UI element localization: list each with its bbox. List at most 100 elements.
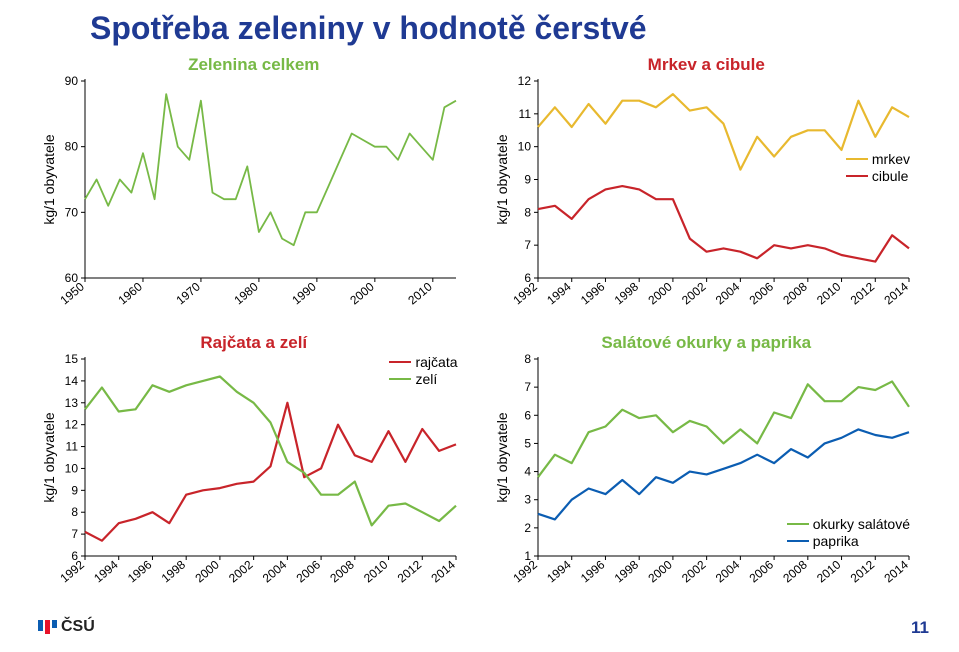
legend-swatch-icon	[389, 378, 411, 380]
svg-text:2010: 2010	[361, 557, 391, 585]
legend-label: cibule	[872, 168, 909, 184]
svg-text:2006: 2006	[746, 279, 776, 307]
chart-svg: 1234567819921994199619982000200220042006…	[493, 333, 921, 596]
svg-text:2010: 2010	[405, 279, 435, 307]
legend-swatch-icon	[846, 175, 868, 177]
footer-logo: ČSÚ	[38, 618, 95, 636]
legend-label: mrkev	[872, 151, 910, 167]
svg-text:9: 9	[524, 173, 531, 187]
svg-text:6: 6	[524, 408, 531, 422]
chart-title: Rajčata a zelí	[200, 333, 307, 353]
svg-text:4: 4	[524, 464, 531, 478]
svg-text:10: 10	[65, 461, 79, 475]
chart-svg: 6789101112199219941996199820002002200420…	[493, 55, 921, 318]
svg-text:90: 90	[65, 74, 79, 88]
svg-text:2006: 2006	[294, 557, 324, 585]
svg-text:8: 8	[524, 205, 531, 219]
svg-text:11: 11	[518, 107, 531, 121]
svg-text:1994: 1994	[544, 557, 574, 585]
svg-text:2002: 2002	[679, 557, 709, 585]
svg-text:2012: 2012	[395, 557, 425, 585]
svg-text:1996: 1996	[577, 557, 607, 585]
svg-text:3: 3	[524, 492, 531, 506]
svg-text:1996: 1996	[125, 557, 155, 585]
legend-swatch-icon	[846, 158, 868, 160]
svg-text:2004: 2004	[712, 557, 742, 585]
svg-text:1950: 1950	[57, 279, 87, 307]
svg-text:1998: 1998	[611, 557, 641, 585]
svg-text:kg/1 obyvatele: kg/1 obyvatele	[41, 134, 57, 224]
logo-bars-icon	[38, 620, 57, 634]
svg-text:2014: 2014	[881, 557, 911, 585]
chart-grid: 607080901950196019701980199020002010kg/1…	[40, 55, 920, 595]
legend-swatch-icon	[389, 361, 411, 363]
chart-title: Zelenina celkem	[188, 55, 319, 75]
footer-logo-text: ČSÚ	[61, 618, 95, 636]
legend-label: rajčata	[415, 354, 457, 370]
svg-text:2004: 2004	[260, 557, 290, 585]
chart-svg: 607080901950196019701980199020002010kg/1…	[40, 55, 468, 318]
svg-text:1998: 1998	[611, 279, 641, 307]
svg-text:10: 10	[517, 140, 531, 154]
svg-text:kg/1 obyvatele: kg/1 obyvatele	[494, 412, 510, 502]
svg-text:2006: 2006	[746, 557, 776, 585]
svg-text:70: 70	[65, 205, 79, 219]
svg-text:7: 7	[71, 527, 78, 541]
svg-text:kg/1 obyvatele: kg/1 obyvatele	[494, 134, 510, 224]
svg-text:8: 8	[524, 352, 531, 366]
svg-text:1998: 1998	[159, 557, 189, 585]
svg-text:2014: 2014	[428, 557, 458, 585]
svg-text:2012: 2012	[847, 279, 877, 307]
svg-text:2008: 2008	[780, 279, 810, 307]
svg-text:2010: 2010	[814, 279, 844, 307]
series-zelenina	[85, 94, 456, 245]
svg-text:1992: 1992	[57, 557, 87, 585]
svg-text:5: 5	[524, 436, 531, 450]
chart-title: Mrkev a cibule	[648, 55, 765, 75]
svg-text:12: 12	[517, 74, 531, 88]
svg-text:1996: 1996	[577, 279, 607, 307]
svg-text:2000: 2000	[192, 557, 222, 585]
legend-item: zelí	[389, 371, 457, 387]
chart-okurky-paprika: 1234567819921994199619982000200220042006…	[493, 333, 921, 596]
legend-swatch-icon	[787, 523, 809, 525]
series-okurky	[538, 381, 909, 477]
svg-text:2012: 2012	[847, 557, 877, 585]
svg-text:2: 2	[524, 520, 531, 534]
svg-text:80: 80	[65, 140, 79, 154]
svg-text:kg/1 obyvatele: kg/1 obyvatele	[41, 412, 57, 502]
chart-title: Salátové okurky a paprika	[601, 333, 811, 353]
legend-item: okurky salátové	[787, 516, 910, 532]
svg-text:2004: 2004	[712, 279, 742, 307]
legend-item: paprika	[787, 533, 910, 549]
svg-text:1960: 1960	[115, 279, 145, 307]
legend-label: paprika	[813, 533, 859, 549]
svg-text:2008: 2008	[780, 557, 810, 585]
legend-label: zelí	[415, 371, 437, 387]
chart-legend: mrkevcibule	[846, 150, 910, 185]
svg-text:1970: 1970	[173, 279, 203, 307]
svg-text:2002: 2002	[679, 279, 709, 307]
svg-text:1992: 1992	[510, 557, 540, 585]
svg-text:7: 7	[524, 238, 531, 252]
legend-item: rajčata	[389, 354, 457, 370]
svg-text:9: 9	[71, 483, 78, 497]
svg-text:1994: 1994	[91, 557, 121, 585]
svg-text:11: 11	[66, 439, 79, 453]
svg-text:7: 7	[524, 380, 531, 394]
svg-text:2000: 2000	[645, 557, 675, 585]
legend-item: cibule	[846, 168, 910, 184]
legend-label: okurky salátové	[813, 516, 910, 532]
chart-rajcata-zeli: 6789101112131415199219941996199820002002…	[40, 333, 468, 596]
svg-text:2014: 2014	[881, 279, 911, 307]
chart-mrkev-cibule: 6789101112199219941996199820002002200420…	[493, 55, 921, 318]
svg-text:2000: 2000	[347, 279, 377, 307]
chart-legend: okurky salátovépaprika	[787, 515, 910, 550]
chart-zelenina: 607080901950196019701980199020002010kg/1…	[40, 55, 468, 318]
svg-text:15: 15	[65, 352, 79, 366]
svg-text:8: 8	[71, 505, 78, 519]
svg-text:13: 13	[65, 395, 79, 409]
legend-swatch-icon	[787, 540, 809, 542]
legend-item: mrkev	[846, 151, 910, 167]
svg-text:2008: 2008	[327, 557, 357, 585]
